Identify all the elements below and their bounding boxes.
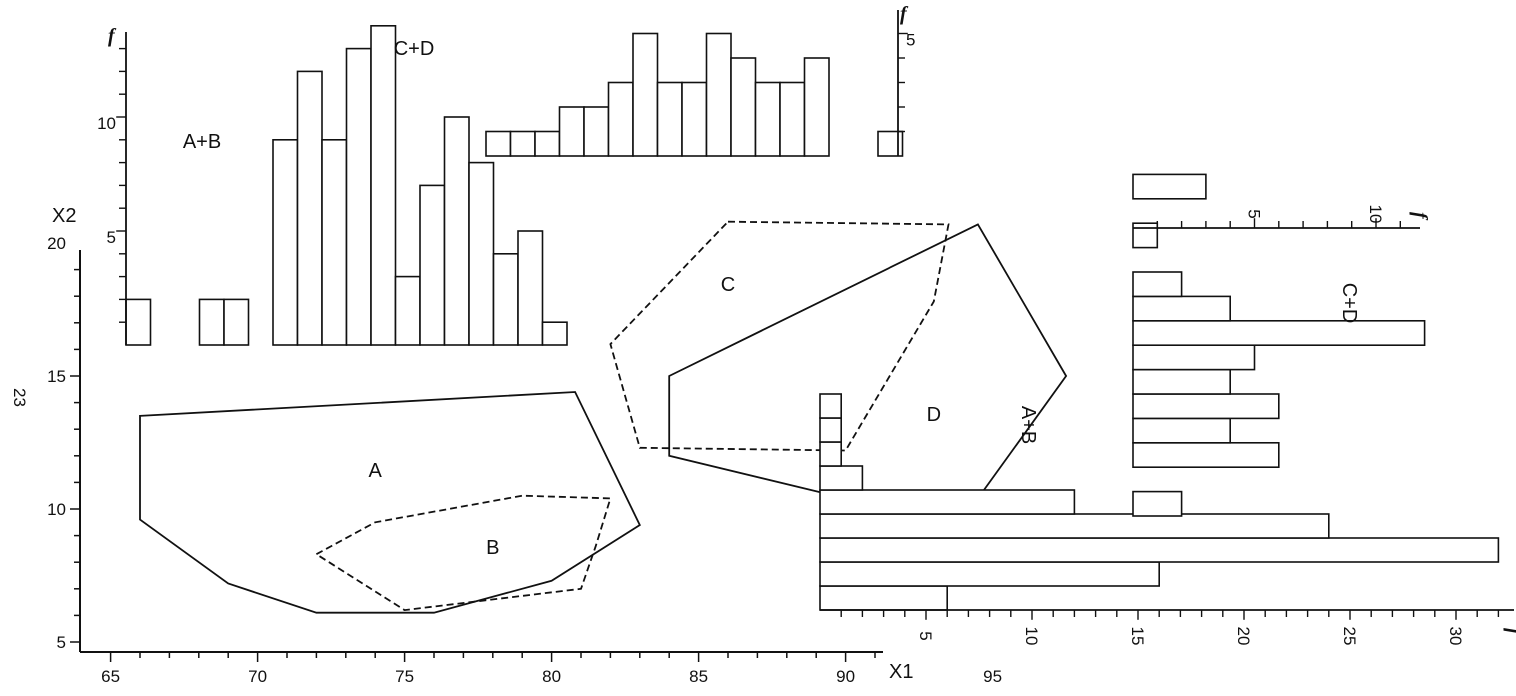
hist-bar [345, 47, 372, 346]
hist-tick-label: 25 [1340, 627, 1359, 646]
hist-bar [394, 275, 421, 346]
hist-bar [534, 130, 561, 157]
hist-bar [730, 57, 757, 157]
x-tick-label: 85 [689, 667, 708, 686]
hist-bar [1132, 490, 1183, 517]
hist-bar [468, 161, 495, 346]
histogram-top-cd: 5 f C+D [394, 3, 915, 157]
histogram-top-ab: 5 10 f A+B [97, 24, 568, 346]
hist-bar [819, 537, 1500, 563]
hist-bar [223, 298, 250, 346]
hist-tick-label: 5 [107, 228, 116, 247]
hist-bar [583, 106, 610, 157]
scatter-polygon-panel: 65 70 75 80 85 90 95 5 10 15 20 X1 X2 A B C D [47, 205, 1068, 686]
y-tick-label: 10 [47, 500, 66, 519]
y-tick-label: 20 [47, 234, 66, 253]
hist-f-label: f [1409, 212, 1431, 221]
hist-bar [1132, 344, 1256, 371]
hist-bar [1132, 319, 1426, 346]
hist-bar [819, 585, 948, 611]
polygon-b [314, 494, 612, 612]
hist-bar [819, 465, 864, 491]
hist-bar [125, 298, 152, 346]
region-label-c: C [721, 274, 735, 296]
hist-bar [819, 513, 1330, 539]
hist-tick-label: 10 [1022, 627, 1041, 646]
hist-bar [492, 253, 519, 346]
hist-bar [681, 81, 708, 157]
x-tick-label: 65 [101, 667, 120, 686]
x-axis-label: X1 [889, 661, 913, 683]
hist-bar [779, 81, 806, 157]
y-axis-label: X2 [52, 205, 76, 227]
hist-bar [443, 116, 470, 346]
hist-bar [296, 70, 323, 346]
x-tick-label: 80 [542, 667, 561, 686]
hist-f-label: f [900, 3, 909, 25]
hist-bar [607, 81, 634, 157]
x-tick-label: 95 [983, 667, 1002, 686]
hist-bar [803, 57, 830, 157]
page-number: 23 [10, 388, 29, 407]
hist-tick-label: 5 [906, 31, 915, 50]
hist-bar [1132, 271, 1183, 298]
hist-bar [819, 561, 1161, 587]
hist-bar [819, 393, 843, 419]
hist-bar [517, 230, 544, 346]
hist-bar [485, 130, 512, 157]
hist-bar [198, 298, 225, 346]
hist-f-label: f [1503, 628, 1516, 637]
hist-bar [1132, 173, 1207, 200]
hist-title: A+B [1017, 406, 1039, 444]
polygon-c [609, 220, 950, 452]
histogram-right-cd: 5 10 f C+D [1132, 173, 1431, 517]
x-tick-label: 90 [836, 667, 855, 686]
hist-title: C+D [1338, 283, 1360, 324]
hist-tick-label: 30 [1446, 627, 1465, 646]
hist-bar [819, 441, 843, 467]
region-label-d: D [927, 404, 941, 426]
hist-bar [1132, 393, 1280, 420]
hist-tick-label: 5 [916, 631, 935, 640]
hist-tick-label: 10 [1366, 205, 1385, 224]
hist-bar [1132, 368, 1231, 395]
x-tick-label: 70 [248, 667, 267, 686]
hist-tick-label: 20 [1234, 627, 1253, 646]
polygon-a [139, 391, 641, 614]
hist-bar [419, 184, 446, 346]
hist-bar [819, 489, 1076, 515]
x-tick-label: 75 [395, 667, 414, 686]
hist-title: A+B [183, 131, 221, 153]
hist-tick-label: 5 [1245, 209, 1264, 218]
hist-bar [819, 417, 843, 443]
hist-bar [1132, 295, 1231, 322]
y-tick-label: 5 [57, 633, 66, 652]
hist-bar [656, 81, 683, 157]
hist-tick-label: 10 [97, 114, 116, 133]
hist-bar [1132, 441, 1280, 468]
hist-bar [272, 139, 299, 346]
hist-bar [1132, 222, 1159, 249]
hist-bar [1132, 417, 1231, 444]
hist-bar [541, 321, 568, 346]
y-tick-label: 15 [47, 367, 66, 386]
hist-bar [754, 81, 781, 157]
hist-tick-label: 15 [1128, 627, 1147, 646]
polygon-d [668, 223, 1068, 500]
hist-title: C+D [394, 38, 435, 60]
hist-bar [370, 24, 397, 346]
hist-f-label: f [108, 25, 117, 47]
region-label-a: A [369, 460, 383, 482]
hist-bar [558, 106, 585, 157]
hist-bar [509, 130, 536, 157]
hist-bar [321, 139, 348, 346]
region-label-b: B [486, 537, 499, 559]
histogram-right-ab: 5 10 15 20 25 30 f A+B [819, 393, 1516, 646]
hist-bar [632, 32, 659, 157]
hist-bar [705, 32, 732, 157]
